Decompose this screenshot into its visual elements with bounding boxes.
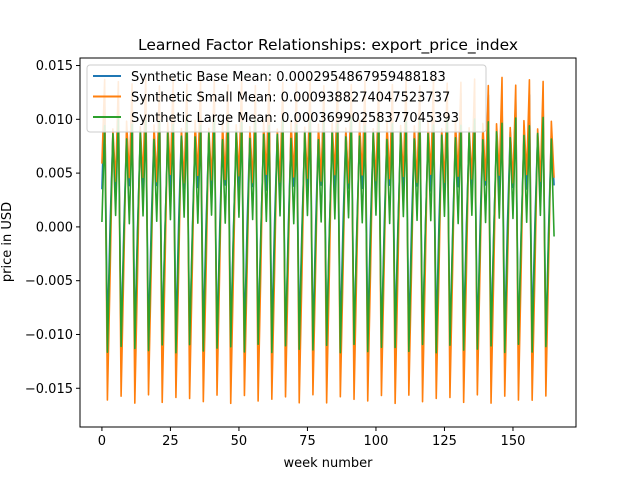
legend-label: Synthetic Large Mean: 0.0003699025837704… <box>131 111 459 126</box>
x-axis: 0 25 50 75 100 125 150 <box>98 427 526 449</box>
x-tick-label: 75 <box>299 434 316 449</box>
x-tick-label: 125 <box>432 434 457 449</box>
x-tick-label: 50 <box>231 434 248 449</box>
x-tick-label: 25 <box>162 434 179 449</box>
x-tick-label: 0 <box>98 434 106 449</box>
legend-label: Synthetic Small Mean: 0.0009388274047523… <box>131 91 450 106</box>
y-tick-label: −0.015 <box>25 382 73 397</box>
series-line-3 <box>101 116 555 354</box>
y-tick-label: 0.000 <box>36 220 73 235</box>
chart-title: Learned Factor Relationships: export_pri… <box>138 36 518 55</box>
y-tick-label: −0.010 <box>25 328 73 343</box>
legend: Synthetic Base Mean: 0.00029548679594881… <box>86 64 487 133</box>
x-tick-label: 150 <box>501 434 526 449</box>
y-tick-label: 0.010 <box>36 113 73 128</box>
plot-frame <box>79 57 577 428</box>
y-tick-label: −0.005 <box>25 274 73 289</box>
y-tick-label: 0.005 <box>36 167 73 182</box>
x-tick-label: 100 <box>364 434 389 449</box>
series-line-2 <box>101 76 555 405</box>
plot-lines <box>101 76 555 405</box>
x-axis-label: week number <box>283 456 373 471</box>
y-tick-label: 0.015 <box>36 59 73 74</box>
y-axis-label: price in USD <box>0 202 15 282</box>
legend-label: Synthetic Base Mean: 0.00029548679594881… <box>131 70 446 85</box>
y-axis: −0.015 −0.010 −0.005 0.000 0.005 0.010 0.015 <box>25 59 80 397</box>
legend-box <box>86 64 487 133</box>
